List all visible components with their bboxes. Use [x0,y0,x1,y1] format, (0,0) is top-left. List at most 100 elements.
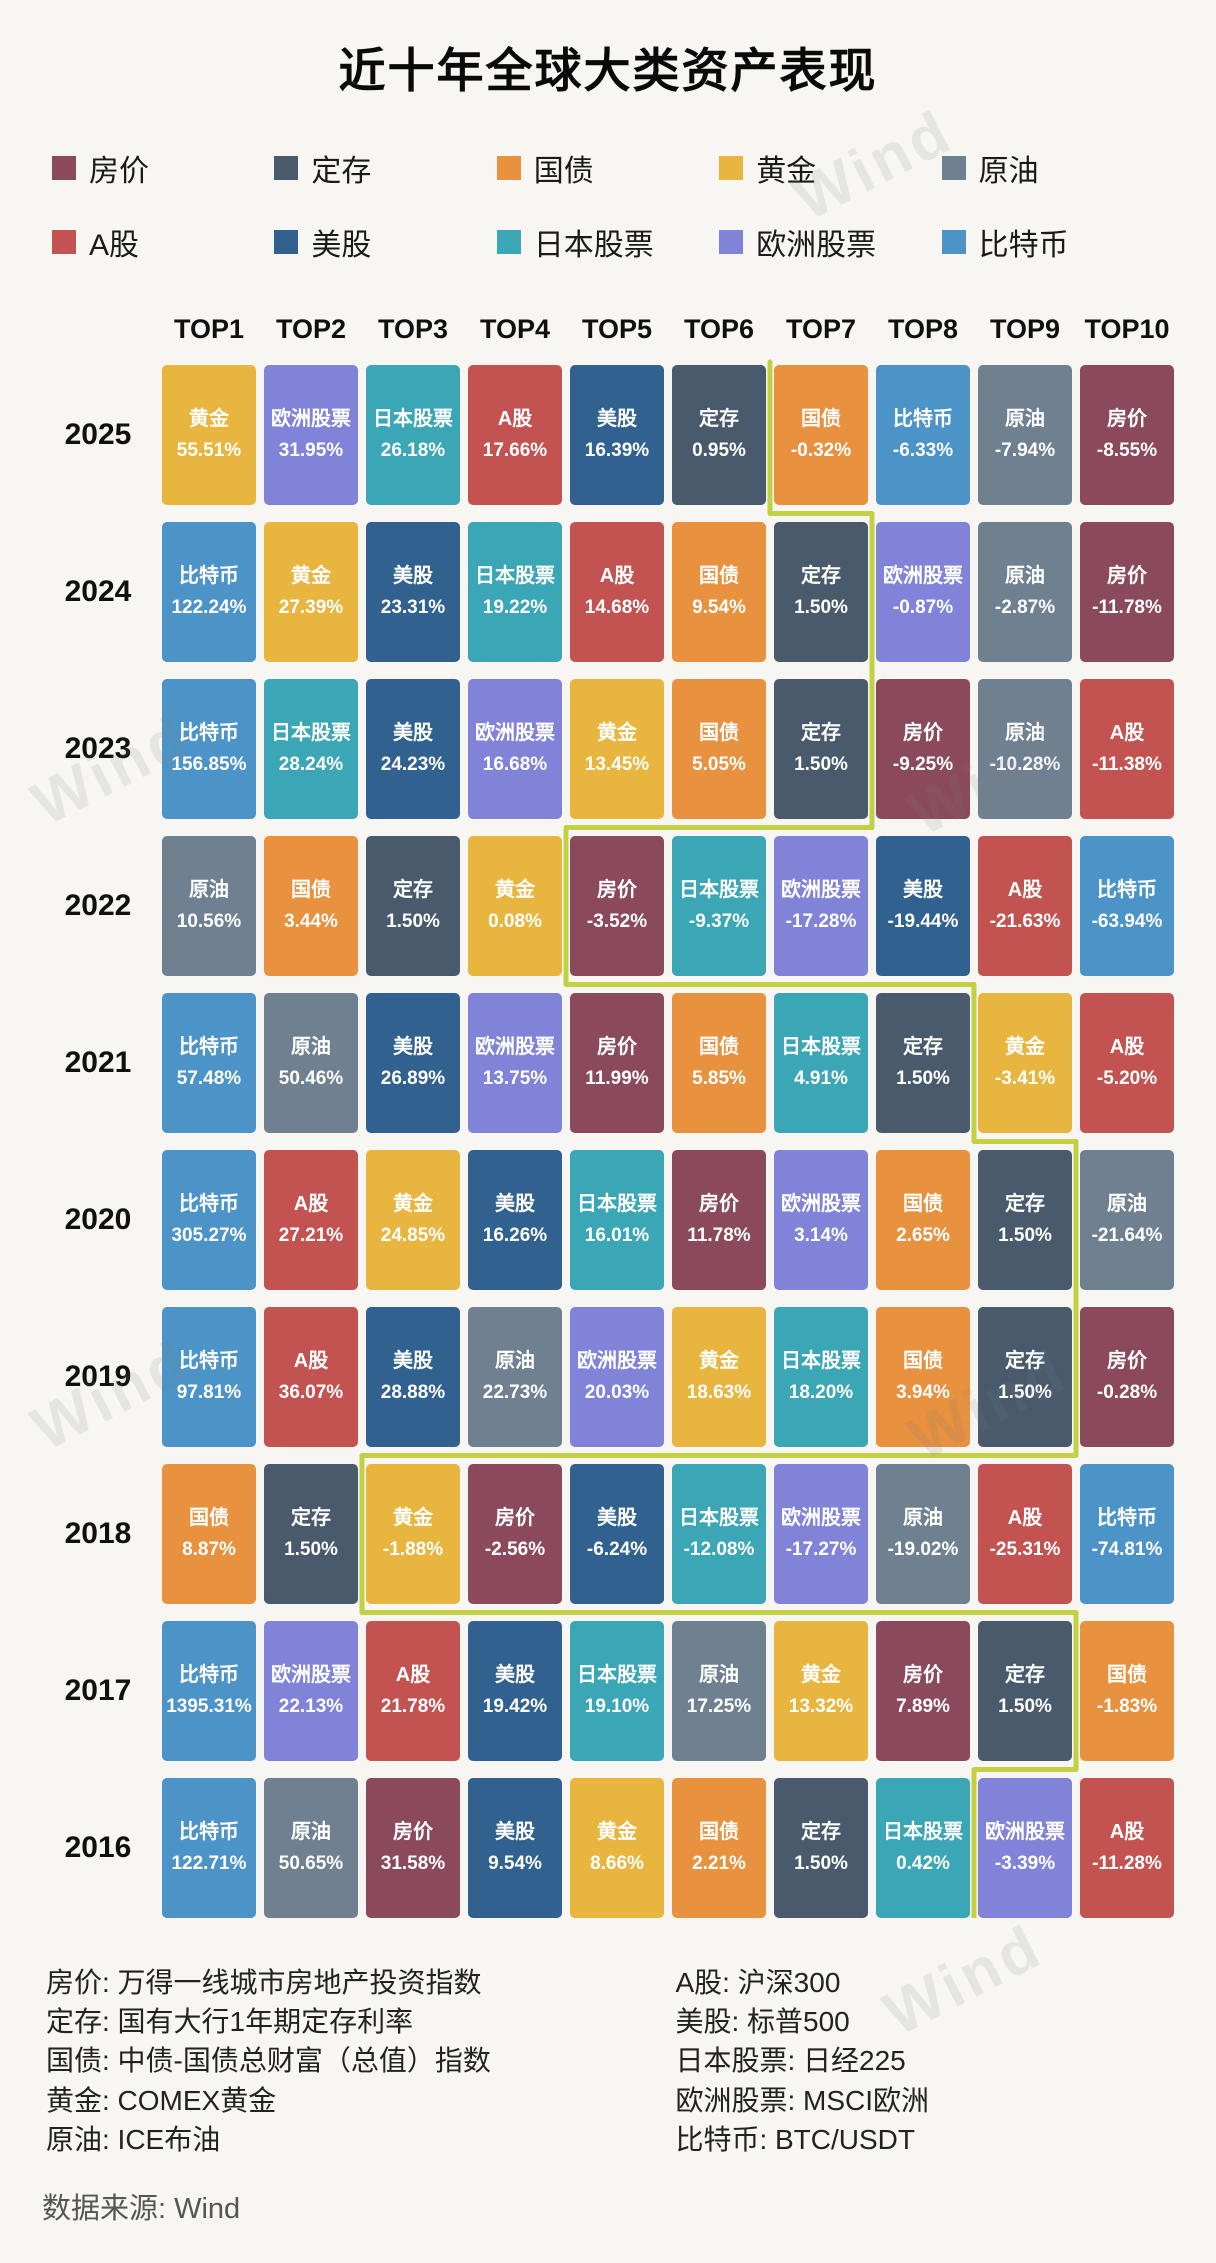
asset-name: 国债 [699,1821,739,1844]
asset-cell: 美股 23.31% [366,522,460,662]
legend-item-比特币: 比特币 [941,220,1164,264]
asset-return: 3.14% [794,1225,848,1247]
asset-return: 27.39% [278,597,344,619]
asset-return: -6.33% [892,440,954,462]
asset-name: 国债 [801,408,841,431]
asset-cell: 黄金 -3.41% [978,993,1072,1133]
asset-cell: 原油 17.25% [672,1621,766,1761]
asset-return: -17.28% [785,911,857,933]
footnote: 原油: ICE布油 [46,2123,221,2155]
asset-cell: 美股 24.23% [366,679,460,819]
asset-cell: 房价 -0.28% [1080,1307,1174,1447]
asset-cell: 日本股票 0.42% [876,1778,970,1918]
legend: 房价 定存 国债 黄金 原油 A股 美股 日本股票 欧洲股票 比特币 [52,146,1164,264]
asset-cell: 定存 1.50% [978,1307,1072,1447]
legend-label: 黄金 [756,155,817,188]
asset-return: -21.63% [989,911,1061,933]
asset-name: 定存 [801,1821,841,1844]
asset-cell: 原油 -21.64% [1080,1150,1174,1290]
year-label: 2025 [64,418,132,451]
asset-return: 18.63% [686,1382,752,1404]
asset-name: 欧洲股票 [577,1350,657,1373]
asset-return: 21.78% [380,1696,446,1718]
legend-swatch [496,156,521,180]
asset-name: 比特币 [1097,879,1157,902]
legend-label: 房价 [89,155,149,188]
asset-return: 13.45% [584,754,650,776]
asset-name: 欧洲股票 [883,565,963,588]
asset-return: -8.55% [1096,440,1158,462]
asset-name: 定存 [1005,1350,1045,1373]
asset-return: 5.05% [692,754,746,776]
year-row-2022: 2022 原油 10.56% 国债 3.44% 定存 1.50% 黄金 0.08% 房价 -3.52… [42,836,1174,976]
asset-cell: 比特币 -74.81% [1080,1464,1174,1604]
asset-cell: 比特币 57.48% [162,993,256,1133]
asset-name: 欧洲股票 [985,1821,1065,1844]
asset-cell: A股 -11.38% [1080,679,1174,819]
asset-return: 9.54% [692,597,746,619]
asset-return: -5.20% [1096,1068,1158,1090]
asset-return: 24.23% [380,754,446,776]
asset-cell: 房价 -9.25% [876,679,970,819]
asset-cell: 房价 7.89% [876,1621,970,1761]
asset-name: 日本股票 [781,1036,861,1059]
legend-label: 美股 [311,229,372,262]
asset-name: 定存 [291,1507,331,1530]
asset-return: -1.83% [1096,1696,1158,1718]
asset-cell: 日本股票 26.18% [366,365,460,505]
asset-name: 比特币 [179,722,239,745]
asset-return: 57.48% [176,1068,242,1090]
asset-cell: 欧洲股票 20.03% [570,1307,664,1447]
column-header-top8: TOP8 [887,314,959,344]
asset-return: 1.50% [896,1068,950,1090]
asset-cell: 日本股票 19.22% [468,522,562,662]
asset-name: A股 [497,408,533,431]
asset-return: 1.50% [998,1696,1052,1718]
asset-cell: 国债 3.94% [876,1307,970,1447]
asset-return: 19.42% [482,1696,548,1718]
asset-return: 18.20% [788,1382,854,1404]
year-label: 2020 [64,1203,132,1236]
asset-return: 2.21% [692,1853,746,1875]
asset-name: 日本股票 [781,1350,861,1373]
asset-name: A股 [293,1193,329,1216]
footnote: 定存: 国有大行1年期定存利率 [46,2006,414,2038]
asset-cell: 美股 16.26% [468,1150,562,1290]
column-header-top7: TOP7 [785,314,857,344]
asset-name: 原油 [699,1664,739,1687]
legend-item-黄金: 黄金 [719,146,941,190]
asset-cell: 原油 -10.28% [978,679,1072,819]
asset-name: 日本股票 [577,1193,657,1216]
asset-cell: 房价 -8.55% [1080,365,1174,505]
asset-name: 国债 [699,722,739,745]
asset-cell: 黄金 0.08% [468,836,562,976]
asset-name: 房价 [393,1821,433,1844]
asset-cell: 日本股票 19.10% [570,1621,664,1761]
asset-return: -10.28% [989,754,1061,776]
asset-return: 1.50% [284,1539,338,1561]
asset-cell: 欧洲股票 13.75% [468,993,562,1133]
asset-cell: 日本股票 4.91% [774,993,868,1133]
legend-swatch [496,230,521,254]
asset-name: 国债 [903,1350,943,1373]
asset-cell: 国债 9.54% [672,522,766,662]
asset-name: 原油 [1005,722,1045,745]
asset-cell: 黄金 24.85% [366,1150,460,1290]
asset-cell: A股 -11.28% [1080,1778,1174,1918]
asset-cell: 定存 1.50% [774,522,868,662]
asset-return: 23.31% [380,597,446,619]
footnote: 日本股票: 日经225 [675,2045,906,2077]
asset-name: 房价 [699,1193,739,1216]
asset-name: 国债 [699,1036,739,1059]
asset-return: 19.10% [584,1696,650,1718]
asset-name: 原油 [1005,408,1045,431]
footnote: 欧洲股票: MSCI欧洲 [675,2084,929,2116]
year-label: 2016 [64,1831,132,1864]
asset-cell: 国债 5.05% [672,679,766,819]
footnote: 国债: 中债-国债总财富（总值）指数 [46,2045,491,2077]
asset-cell: 欧洲股票 16.68% [468,679,562,819]
data-source: 数据来源: Wind [42,2192,241,2225]
asset-name: 房价 [495,1507,535,1530]
asset-return: 1.50% [998,1225,1052,1247]
asset-return: 7.89% [896,1696,950,1718]
